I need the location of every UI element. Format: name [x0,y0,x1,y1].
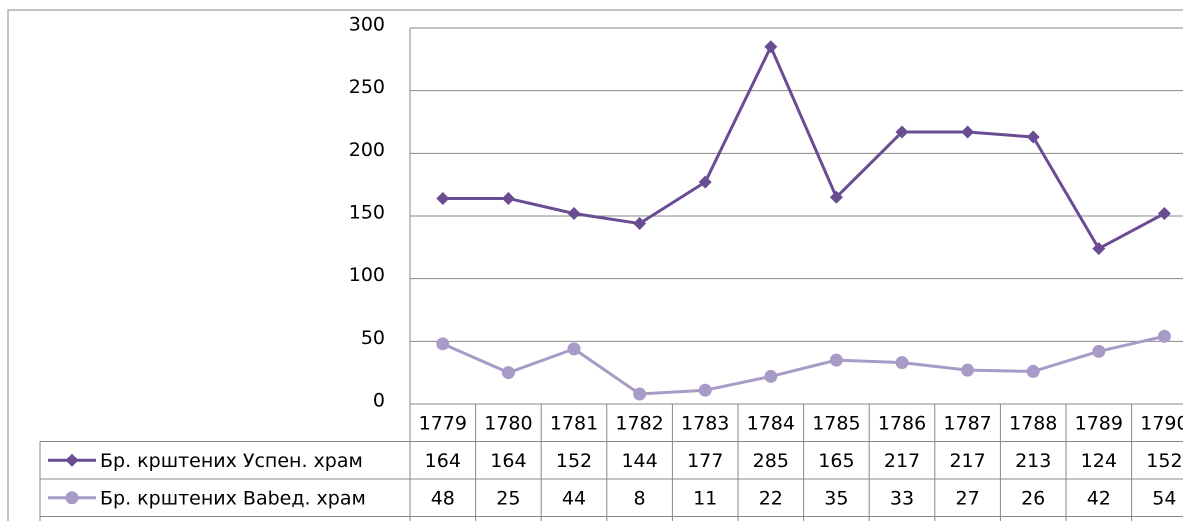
y-tick-label: 50 [361,327,385,349]
table-value: 124 [1081,450,1117,472]
series-line [442,45,1166,251]
table-value: 165 [818,450,854,472]
table-value: 285 [753,450,789,472]
table-value: 217 [949,450,985,472]
y-tick-label: 250 [349,76,385,98]
data-point [1157,206,1171,220]
legend-marker [65,453,79,467]
data-point [1092,242,1106,256]
x-tick-label: 1780 [484,412,532,434]
y-tick-label: 300 [349,14,385,36]
table-value: 35 [824,487,848,509]
table-value: 44 [562,487,586,509]
data-point [698,383,712,397]
table-value: 48 [431,487,455,509]
table-value: 22 [759,487,783,509]
data-point [436,337,450,351]
y-tick-label: 100 [349,264,385,286]
legend-label: Бр. крштених Babeд. храм [100,487,366,509]
table-value: 164 [425,450,461,472]
y-tick-label: 0 [373,390,385,412]
data-point [961,125,975,139]
y-tick-label: 150 [349,202,385,224]
table-value: 11 [693,487,717,509]
data-point [698,175,712,189]
x-tick-label: 1787 [943,412,991,434]
data-point [764,40,778,54]
x-tick-label: 1786 [878,412,926,434]
data-point [961,363,975,377]
table-value: 8 [634,487,646,509]
x-tick-label: 1783 [681,412,729,434]
table-value: 213 [1015,450,1051,472]
data-point [436,191,450,205]
data-point [1092,344,1106,358]
table-value: 152 [556,450,592,472]
data-point [501,191,515,205]
data-point [633,387,647,401]
y-tick-label: 200 [349,139,385,161]
table-value: 144 [621,450,657,472]
x-tick-label: 1784 [747,412,795,434]
x-tick-label: 1789 [1075,412,1123,434]
data-point [501,366,515,380]
x-tick-label: 1790 [1140,412,1183,434]
data-point [1026,364,1040,378]
data-point [895,125,909,139]
data-point [895,356,909,370]
table-value: 42 [1087,487,1111,509]
data-point [1026,130,1040,144]
x-tick-label: 1779 [419,412,467,434]
x-tick-label: 1781 [550,412,598,434]
data-point [829,190,843,204]
data-point [764,369,778,383]
data-point [1157,329,1171,343]
x-tick-label: 1782 [615,412,663,434]
x-tick-label: 1785 [812,412,860,434]
table-value: 164 [490,450,526,472]
chart-border [7,9,1183,521]
series-line [442,334,1165,396]
table-value: 54 [1152,487,1176,509]
table-value: 27 [956,487,980,509]
table-value: 25 [496,487,520,509]
table-value: 33 [890,487,914,509]
x-tick-label: 1788 [1009,412,1057,434]
table-value: 152 [1146,450,1182,472]
legend-label: Бр. крштених Успен. храм [100,450,363,472]
table-value: 177 [687,450,723,472]
data-point [567,206,581,220]
data-point [829,353,843,367]
legend-marker [65,491,79,505]
data-point [633,217,647,231]
data-point [567,342,581,356]
table-value: 26 [1021,487,1045,509]
table-value: 217 [884,450,920,472]
